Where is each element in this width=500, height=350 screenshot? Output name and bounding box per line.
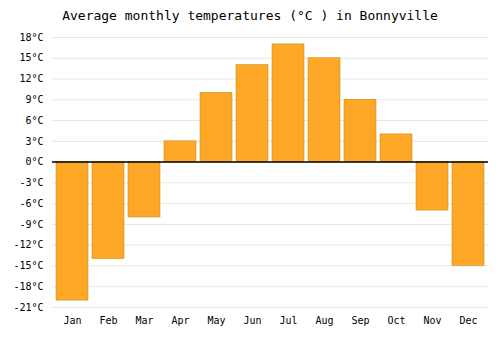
svg-text:Nov: Nov bbox=[423, 315, 441, 326]
svg-text:-3°C: -3°C bbox=[19, 177, 43, 188]
html-text:Average monthly temperatures (: Average monthly temperatures (°C ) in Bo… bbox=[62, 8, 438, 23]
svg-text:-12°C: -12°C bbox=[13, 239, 43, 250]
svg-text:6°C: 6°C bbox=[25, 115, 43, 126]
svg-text:Aug: Aug bbox=[315, 315, 333, 326]
svg-text:-18°C: -18°C bbox=[13, 281, 43, 292]
svg-text:0°C: 0°C bbox=[25, 156, 43, 167]
svg-text:-9°C: -9°C bbox=[19, 219, 43, 230]
svg-text:9°C: 9°C bbox=[25, 94, 43, 105]
svg-text:-21°C: -21°C bbox=[13, 302, 43, 313]
svg-text:Dec: Dec bbox=[459, 315, 477, 326]
svg-text:Jul: Jul bbox=[279, 315, 297, 326]
svg-text:18°C: 18°C bbox=[19, 32, 43, 43]
svg-text:15°C: 15°C bbox=[19, 52, 43, 63]
svg-text:3°C: 3°C bbox=[25, 136, 43, 147]
svg-text:12°C: 12°C bbox=[19, 73, 43, 84]
svg-text:May: May bbox=[207, 315, 225, 326]
svg-text:Mar: Mar bbox=[135, 315, 153, 326]
svg-text:-15°C: -15°C bbox=[13, 260, 43, 271]
svg-text:Feb: Feb bbox=[99, 315, 117, 326]
svg-text:Jun: Jun bbox=[243, 315, 261, 326]
svg-text:Sep: Sep bbox=[351, 315, 369, 326]
svg-text:Jan: Jan bbox=[63, 315, 81, 326]
svg-text:Apr: Apr bbox=[171, 315, 189, 326]
svg-text:-6°C: -6°C bbox=[19, 198, 43, 209]
svg-text:Oct: Oct bbox=[387, 315, 405, 326]
